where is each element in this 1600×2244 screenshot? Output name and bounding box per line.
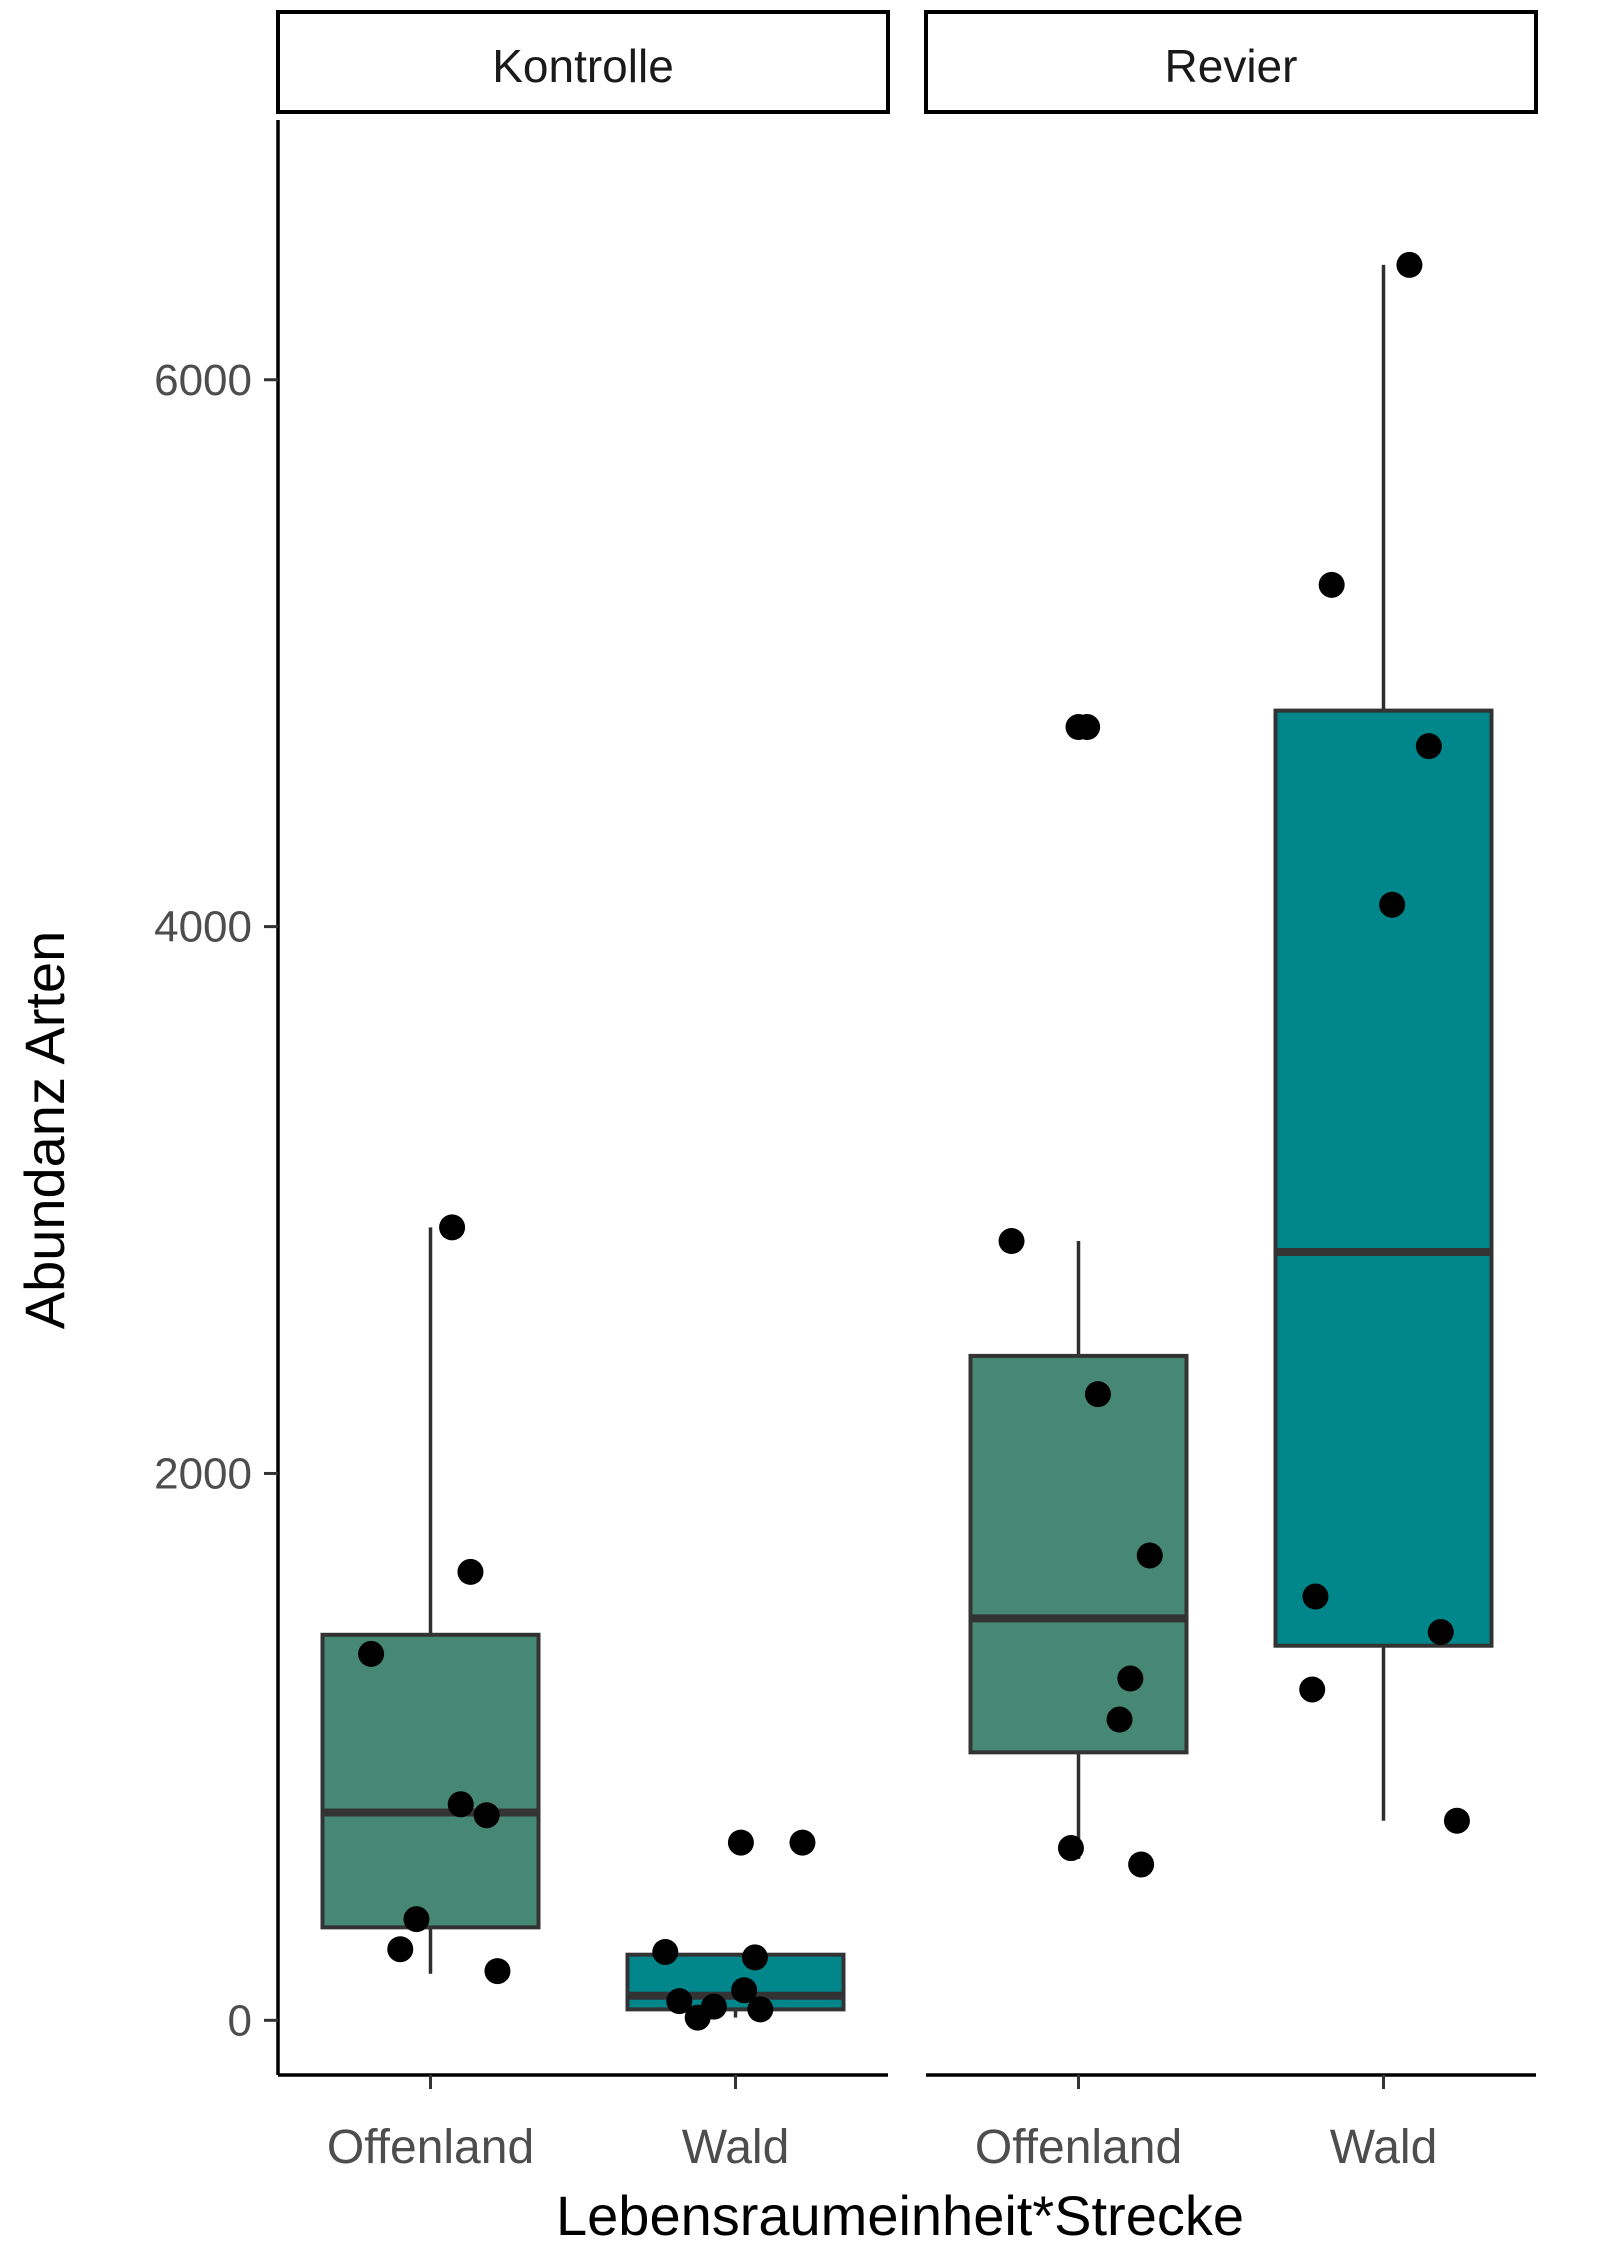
data-point — [1106, 1706, 1133, 1733]
data-point — [403, 1906, 430, 1933]
data-point — [731, 1977, 758, 2004]
y-tick-label: 6000 — [154, 356, 252, 405]
data-point — [747, 1996, 774, 2023]
data-point — [439, 1214, 466, 1241]
data-point — [700, 1993, 727, 2020]
data-point — [1117, 1665, 1144, 1692]
data-point — [1084, 1381, 1111, 1408]
data-point — [727, 1829, 754, 1856]
box-group-offenland — [320, 1214, 541, 1985]
box-group-wald — [1273, 251, 1494, 1834]
box-group-offenland — [968, 714, 1189, 1878]
data-point — [1302, 1583, 1329, 1610]
facet-strip — [924, 10, 1538, 114]
data-point — [1057, 1835, 1084, 1862]
data-point — [447, 1791, 474, 1818]
y-axis: 0 2000 4000 6000 — [154, 120, 280, 2075]
data-point — [1136, 1542, 1163, 1569]
box-group-wald — [625, 1829, 846, 2031]
data-point — [1074, 714, 1101, 741]
data-point — [666, 1988, 693, 2015]
y-tick-label: 2000 — [154, 1449, 252, 1498]
facet-panel-revier: Revier Offenland Wald — [924, 10, 1538, 2174]
data-point — [652, 1938, 679, 1965]
box — [1273, 708, 1494, 1648]
y-tick-label: 0 — [228, 1996, 252, 2045]
y-tick-label: 4000 — [154, 903, 252, 952]
data-point — [789, 1829, 816, 1856]
x-tick-label: Offenland — [975, 2121, 1182, 2174]
x-axis-title: Lebensraumeinheit*Strecke — [556, 2184, 1244, 2244]
data-point — [741, 1944, 768, 1971]
data-point — [1299, 1676, 1326, 1703]
box — [320, 1632, 541, 1930]
facet-panel-kontrolle: Kontrolle Offenland Wald — [276, 10, 890, 2174]
data-point — [457, 1558, 484, 1585]
data-point — [387, 1936, 414, 1963]
data-point — [1396, 251, 1423, 278]
data-point — [473, 1802, 500, 1829]
data-point — [1379, 891, 1406, 918]
x-tick-label: Wald — [682, 2121, 790, 2174]
facet-strip — [276, 10, 890, 114]
data-point — [1427, 1619, 1454, 1646]
data-point — [1128, 1851, 1155, 1878]
data-point — [998, 1228, 1025, 1255]
x-tick-label: Offenland — [327, 2121, 534, 2174]
data-point — [1318, 571, 1345, 598]
data-point — [1443, 1807, 1470, 1834]
data-point — [358, 1640, 385, 1667]
facet-strip-label: Kontrolle — [492, 40, 674, 92]
facet-strip-label: Revier — [1165, 40, 1298, 92]
data-point — [1415, 733, 1442, 760]
data-point — [484, 1958, 511, 1985]
y-axis-title: Abundanz Arten — [13, 931, 76, 1330]
x-tick-label: Wald — [1330, 2121, 1438, 2174]
